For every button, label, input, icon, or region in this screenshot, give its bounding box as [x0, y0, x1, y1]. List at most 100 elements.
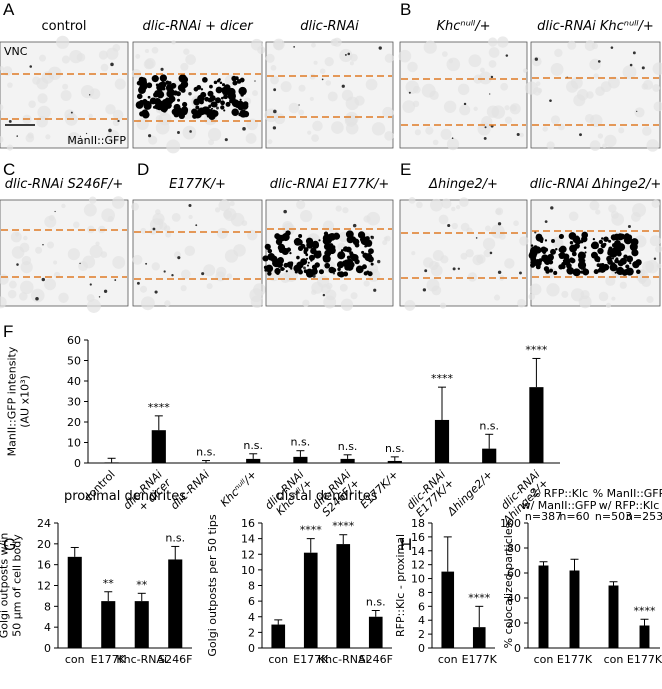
image-title: Δhinge2/+ [428, 177, 498, 192]
aggregate [562, 259, 566, 262]
y-tick-label: 0 [74, 457, 81, 470]
texture [223, 210, 232, 219]
texture [35, 246, 43, 254]
aggregate [616, 266, 625, 276]
texture [519, 236, 529, 246]
texture [182, 125, 197, 140]
bar [67, 556, 82, 648]
texture [504, 105, 510, 111]
speck [534, 57, 538, 61]
texture [566, 80, 579, 93]
speck [89, 283, 92, 286]
n-label: n=503 [595, 510, 632, 523]
speck [497, 222, 502, 226]
texture [86, 299, 101, 313]
texture [7, 82, 13, 88]
y-tick-label: 10 [67, 437, 81, 450]
speck [114, 279, 117, 281]
texture [165, 231, 172, 238]
aggregate [306, 264, 309, 267]
speck [293, 46, 296, 48]
texture [67, 132, 81, 146]
texture [61, 203, 66, 209]
aggregate [138, 100, 144, 106]
bar [482, 448, 497, 463]
aggregate [343, 271, 349, 277]
aggregate [308, 254, 315, 261]
texture [645, 259, 659, 274]
aggregate [535, 234, 543, 242]
texture [166, 139, 181, 154]
texture [546, 141, 555, 150]
speck [303, 266, 306, 270]
texture [451, 222, 458, 230]
texture [298, 109, 305, 116]
texture [78, 261, 89, 272]
speck [154, 290, 158, 294]
texture [584, 113, 594, 123]
texture [619, 281, 627, 289]
image-title: Khcⁿᵘˡˡ/+ [437, 19, 491, 34]
image-title: dlic-RNAi Khcⁿᵘˡˡ/+ [537, 19, 654, 34]
aggregate [312, 266, 318, 271]
speck [597, 60, 601, 63]
aggregate [533, 245, 538, 250]
aggregate [297, 245, 304, 252]
panel-label: D [137, 160, 149, 179]
bar [387, 460, 402, 463]
texture [332, 37, 342, 47]
y-axis-label: Golgi outposts w/in50 µm of cell body [0, 533, 24, 639]
texture [567, 40, 577, 50]
texture [73, 221, 80, 229]
aggregate [630, 238, 639, 246]
bar [101, 601, 116, 648]
texture [604, 134, 617, 148]
texture [430, 198, 443, 212]
texture [451, 206, 456, 212]
bar [104, 462, 119, 463]
texture [58, 292, 69, 303]
aggregate [209, 84, 213, 89]
aggregate [211, 107, 214, 110]
texture [405, 80, 419, 94]
aggregate [234, 113, 237, 116]
aggregate [551, 239, 555, 243]
speck [579, 133, 582, 137]
texture [270, 65, 277, 71]
texture [39, 54, 47, 62]
texture [216, 227, 228, 239]
texture [465, 249, 474, 258]
texture [0, 104, 4, 111]
speck [322, 293, 326, 297]
y-tick-label: 6 [248, 595, 255, 608]
speck [41, 277, 46, 282]
texture [8, 280, 17, 289]
x-tick-label: S246F [158, 653, 192, 666]
texture [652, 84, 661, 92]
texture [241, 220, 248, 226]
texture [542, 126, 548, 132]
micrograph [398, 36, 528, 151]
texture [148, 135, 158, 145]
speck [447, 223, 451, 228]
texture [184, 245, 196, 257]
aggregate [176, 91, 181, 97]
speck [549, 99, 552, 102]
texture [131, 202, 139, 211]
aggregate [215, 86, 223, 94]
aggregate [598, 248, 602, 251]
speck [497, 270, 502, 275]
texture [500, 82, 509, 91]
aggregate [359, 236, 366, 243]
speck [283, 209, 287, 214]
aggregate [318, 239, 321, 242]
texture [457, 83, 470, 96]
aggregate [303, 249, 307, 253]
texture [88, 113, 93, 119]
texture [132, 254, 143, 265]
significance: **** [525, 343, 548, 356]
bar [246, 458, 261, 463]
y-tick-label: 12 [411, 559, 425, 572]
texture [642, 126, 652, 136]
x-tick-label: Khc-RNAi [318, 653, 369, 666]
